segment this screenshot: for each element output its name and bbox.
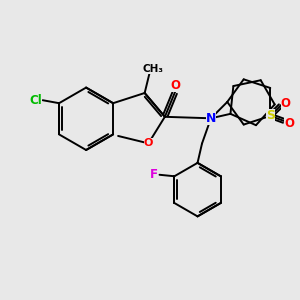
Text: O: O (170, 79, 180, 92)
Text: S: S (266, 110, 275, 122)
Text: CH₃: CH₃ (142, 64, 164, 74)
Text: O: O (281, 97, 291, 110)
Text: O: O (284, 117, 294, 130)
Text: O: O (144, 138, 153, 148)
Text: N: N (206, 112, 216, 125)
Text: Cl: Cl (29, 94, 42, 107)
Text: F: F (150, 168, 158, 181)
